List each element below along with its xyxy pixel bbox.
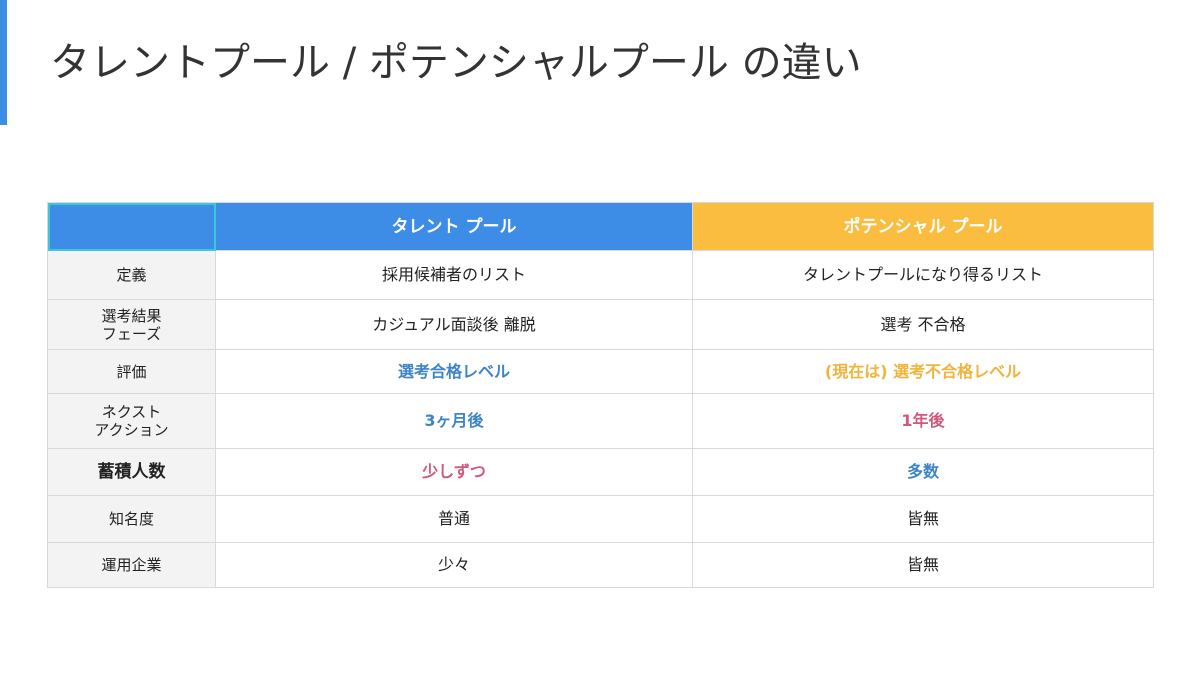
table-cell: 選考合格レベル [215,349,693,394]
table-cell: 少々 [215,542,693,588]
table-cell: 皆無 [692,542,1154,588]
row-label: 知名度 [47,495,216,543]
table-row: 知名度 普通 皆無 [47,495,1154,543]
table-cell: 3ヶ月後 [215,393,693,449]
table-cell: 普通 [215,495,693,543]
row-label-line: 評価 [116,362,147,381]
table-row: 選考結果 フェーズ カジュアル面談後 離脱 選考 不合格 [47,299,1154,350]
corner-cell [47,202,216,251]
row-label: 選考結果 フェーズ [47,299,216,350]
row-label-line: 定義 [116,266,147,284]
table-row: 定義 採用候補者のリスト タレントプールになり得るリスト [47,250,1154,300]
row-label-line: アクション [94,421,169,439]
row-label-line: 蓄積人数 [97,462,166,482]
table-cell: 選考 不合格 [692,299,1154,350]
accent-bar [0,0,7,125]
slide-title: タレントプール / ポテンシャルプール の違い [50,40,862,86]
table-cell: 少しずつ [215,448,693,496]
table-row: 評価 選考合格レベル (現在は) 選考不合格レベル [47,349,1154,394]
header-row: タレント プール ポテンシャル プール [47,202,1154,251]
row-label: ネクスト アクション [47,393,216,449]
row-label-line: フェーズ [101,324,162,343]
table-cell: (現在は) 選考不合格レベル [692,349,1154,394]
table-cell: 1年後 [692,393,1154,449]
row-label: 運用企業 [47,542,216,588]
table-row: ネクスト アクション 3ヶ月後 1年後 [47,393,1154,449]
row-label: 蓄積人数 [47,448,216,496]
table-row: 運用企業 少々 皆無 [47,542,1154,588]
table-cell: タレントプールになり得るリスト [692,250,1154,300]
column-header: タレント プール [215,202,693,251]
row-label-line: 選考結果 [101,306,162,325]
table-row: 蓄積人数 少しずつ 多数 [47,448,1154,496]
row-label-line: ネクスト [101,403,162,421]
table-cell: 採用候補者のリスト [215,250,693,300]
row-label: 定義 [47,250,216,300]
row-label: 評価 [47,349,216,394]
table-cell: 皆無 [692,495,1154,543]
row-label-line: 運用企業 [101,556,162,574]
row-label-line: 知名度 [108,510,154,528]
table-cell: カジュアル面談後 離脱 [215,299,693,350]
table-cell: 多数 [692,448,1154,496]
comparison-table: タレント プール ポテンシャル プール定義 採用候補者のリスト タレントプールになり得… [47,202,1154,588]
column-header: ポテンシャル プール [692,202,1154,251]
